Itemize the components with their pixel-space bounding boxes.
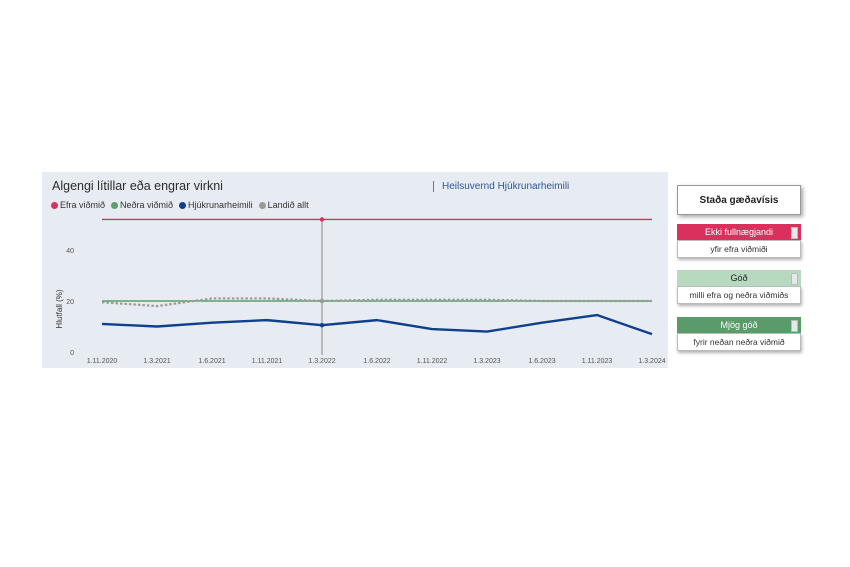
series-line-hjúkrunarheimili	[101, 313, 653, 336]
scroll-handle-icon	[791, 227, 798, 239]
series-line-landið-allt	[101, 297, 652, 308]
x-tick-label: 1.11.2023	[582, 358, 613, 365]
y-tick-label: 20	[66, 299, 74, 306]
legend-label: Hjúkrunarheimili	[188, 200, 253, 210]
legend-dot-icon	[258, 201, 266, 209]
status-panel-title: Staða gæðavísis	[677, 185, 801, 215]
status-label-text: Mjög góð	[720, 320, 758, 330]
status-label: Góð	[677, 270, 801, 286]
legend-item[interactable]: Efra viðmið	[51, 200, 105, 210]
y-tick-label: 0	[70, 350, 74, 357]
series-point	[319, 217, 325, 222]
legend-item[interactable]: Neðra viðmið	[111, 200, 173, 210]
legend-dot-icon	[111, 201, 119, 209]
y-tick-label: 40	[66, 248, 74, 255]
status-label-text: Góð	[730, 273, 748, 283]
series-point	[319, 323, 325, 328]
legend-label: Efra viðmið	[60, 200, 106, 210]
legend-item[interactable]: Landið allt	[258, 200, 309, 210]
series-point	[319, 298, 325, 304]
scroll-handle-icon	[791, 273, 798, 285]
status-description: fyrir neðan neðra viðmið	[677, 333, 801, 351]
status-panel: Staða gæðavísis Ekki fullnægjandi yfir ef…	[677, 185, 801, 351]
x-tick-label: 1.3.2022	[308, 358, 335, 365]
status-description: milli efra og neðra viðmiðs	[677, 286, 801, 304]
x-tick-label: 1.11.2021	[252, 358, 283, 365]
x-tick-label: 1.3.2021	[143, 358, 170, 365]
chart-panel: 0 20 40 Hlutfall (%) 1.11.2020 1.3.2021 1.6.20…	[42, 172, 668, 368]
chart-legend: Efra viðmið Neðra viðmið Hjúkrunarheimili L…	[51, 200, 309, 210]
legend-item[interactable]: Hjúkrunarheimili	[179, 200, 253, 210]
chart-plot: 0 20 40 Hlutfall (%) 1.11.2020 1.3.2021 1.6.20…	[55, 217, 666, 365]
x-tick-label: 1.11.2022	[417, 358, 448, 365]
status-label: Ekki fullnægjandi	[677, 224, 801, 240]
status-card: Góð milli efra og neðra viðmiðs	[677, 270, 801, 304]
status-label: Mjög góð	[677, 317, 801, 333]
status-card: Mjög góð fyrir neðan neðra viðmið	[677, 317, 801, 351]
legend-label: Neðra viðmið	[120, 200, 174, 210]
x-tick-label: 1.3.2024	[638, 358, 665, 365]
chart-title: Algengi lítillar eða engrar virkni	[52, 179, 223, 193]
x-tick-label: 1.3.2023	[473, 358, 500, 365]
legend-label: Landið allt	[267, 200, 309, 210]
x-tick-label: 1.6.2021	[198, 358, 225, 365]
status-label-text: Ekki fullnægjandi	[704, 227, 774, 237]
chart-subtitle[interactable]: Heilsuvernd Hjúkrunarheimili	[433, 181, 569, 192]
legend-dot-icon	[179, 201, 187, 209]
x-tick-label: 1.11.2020	[87, 358, 118, 365]
x-tick-label: 1.6.2023	[528, 358, 555, 365]
status-card: Ekki fullnægjandi yfir efra viðmiði	[677, 224, 801, 258]
legend-dot-icon	[51, 201, 58, 209]
y-axis-label: Hlutfall (%)	[55, 289, 64, 328]
scroll-handle-icon	[791, 320, 798, 332]
status-description: yfir efra viðmiði	[677, 240, 801, 258]
x-tick-label: 1.6.2022	[363, 358, 390, 365]
